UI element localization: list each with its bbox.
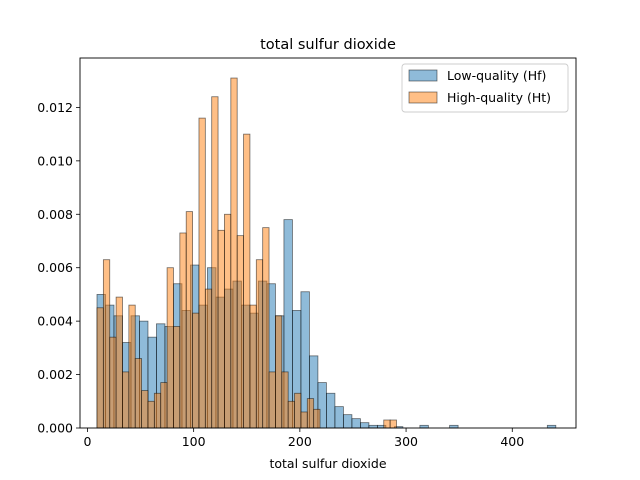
y-tick-label: 0.012 bbox=[37, 100, 73, 115]
histogram-bar bbox=[230, 77, 238, 429]
histogram-bar bbox=[249, 304, 257, 429]
histogram-bar bbox=[326, 392, 336, 429]
series-1 bbox=[96, 77, 397, 429]
y-tick-label: 0.002 bbox=[37, 367, 73, 382]
histogram-bar bbox=[217, 229, 225, 429]
histogram-bar bbox=[160, 382, 168, 429]
histogram-bar bbox=[268, 371, 276, 429]
y-tick-label: 0.006 bbox=[37, 260, 73, 275]
histogram-bar bbox=[96, 307, 104, 429]
histogram-bar bbox=[134, 358, 142, 429]
legend-frame bbox=[401, 63, 569, 113]
y-tick-label: 0.010 bbox=[37, 153, 73, 168]
x-tick-label: 300 bbox=[394, 434, 418, 449]
histogram-bar bbox=[109, 336, 117, 429]
chart-title: total sulfur dioxide bbox=[260, 37, 396, 53]
legend-swatch-low-quality bbox=[408, 69, 438, 82]
x-tick-label: 100 bbox=[182, 434, 206, 449]
histogram-bar bbox=[359, 422, 370, 429]
histogram-bar bbox=[255, 259, 264, 429]
histogram-bar bbox=[128, 304, 136, 429]
legend-label-high-quality: High-quality (Ht) bbox=[447, 90, 551, 105]
histogram-bar bbox=[275, 315, 283, 429]
x-axis: 0 100 200 300 400 bbox=[83, 428, 524, 449]
histogram-bar bbox=[122, 371, 130, 429]
axes-frame bbox=[79, 57, 577, 429]
histogram-bar bbox=[389, 419, 397, 429]
histogram-bar bbox=[342, 414, 353, 429]
histogram-bar bbox=[262, 227, 270, 429]
x-axis-label: total sulfur dioxide bbox=[269, 456, 386, 471]
histogram-bar bbox=[166, 267, 174, 429]
y-axis: 0.000 0.002 0.004 0.006 0.008 0.010 0.012 bbox=[37, 100, 80, 436]
y-tick-label: 0.008 bbox=[37, 207, 73, 222]
x-tick-label: 200 bbox=[288, 434, 312, 449]
histogram-bar bbox=[351, 418, 361, 429]
histogram-bar bbox=[115, 296, 123, 429]
histogram-bar bbox=[211, 96, 219, 429]
histogram-bar bbox=[294, 392, 302, 429]
histogram-bar bbox=[141, 390, 149, 429]
histogram-bar bbox=[224, 213, 232, 429]
histogram-bar bbox=[147, 400, 155, 429]
histogram-bar bbox=[192, 312, 200, 429]
legend-label-low-quality: Low-quality (Hf) bbox=[447, 68, 546, 83]
x-tick-label: 0 bbox=[83, 434, 91, 449]
y-tick-label: 0.004 bbox=[37, 314, 73, 329]
histogram-bar bbox=[243, 133, 251, 429]
plot-area bbox=[96, 77, 557, 429]
histogram-bar bbox=[198, 117, 206, 429]
histogram-bar bbox=[287, 400, 295, 429]
y-tick-label: 0.000 bbox=[37, 421, 73, 436]
histogram-bar bbox=[281, 371, 289, 429]
histogram-bar bbox=[383, 419, 391, 429]
histogram-bar bbox=[306, 398, 315, 429]
histogram-bar bbox=[102, 259, 111, 429]
histogram-bar bbox=[300, 411, 308, 429]
legend: Low-quality (Hf) High-quality (Ht) bbox=[401, 63, 569, 113]
histogram-bar bbox=[204, 288, 213, 429]
histogram-bar bbox=[334, 406, 344, 429]
histogram-bar bbox=[236, 235, 244, 429]
histogram-bar bbox=[179, 232, 187, 429]
histogram-bar bbox=[153, 392, 162, 429]
histogram-bar bbox=[313, 408, 321, 429]
histogram-bar bbox=[185, 211, 193, 429]
legend-swatch-high-quality bbox=[408, 91, 438, 104]
x-tick-label: 400 bbox=[500, 434, 524, 449]
histogram-bar bbox=[173, 326, 181, 429]
